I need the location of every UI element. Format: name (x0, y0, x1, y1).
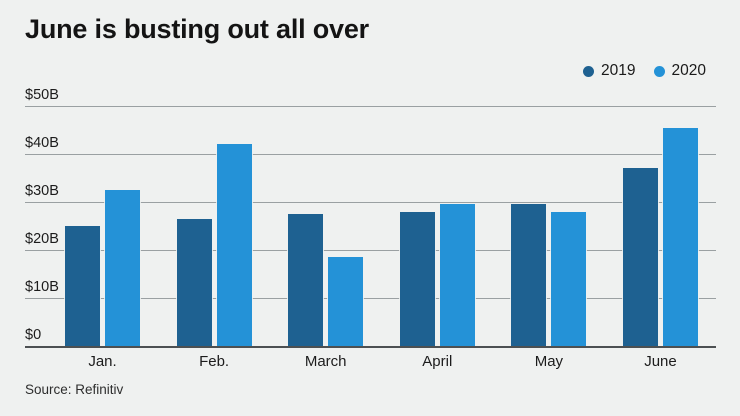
chart-title: June is busting out all over (25, 14, 369, 44)
legend-dot-2019 (583, 65, 595, 77)
bar-group-april: April (398, 106, 476, 370)
y-tick-label-50b: $50B (25, 87, 59, 103)
bar-group-march: March (287, 106, 365, 370)
bar-2020-feb (215, 143, 253, 347)
gridline-20b (25, 250, 716, 251)
legend-label-2019: 2019 (601, 62, 636, 79)
y-tick-label-30b: $30B (25, 183, 59, 199)
gridline-10b (25, 298, 716, 299)
y-tick-label-10b: $10B (25, 279, 59, 295)
bar-2020-march (327, 256, 365, 347)
legend-item-2020: 2020 (653, 62, 706, 80)
x-tick-label-april: April (422, 353, 453, 370)
x-tick-label-feb: Feb. (199, 353, 230, 370)
bar-2020-jan (104, 189, 141, 347)
gridline-40b (25, 154, 716, 155)
bar-groups: Jan. Feb. March April May June (64, 106, 699, 370)
source-note: Source: Refinitiv (25, 382, 124, 397)
gridline-50b (25, 106, 716, 107)
bar-2019-may (510, 203, 548, 347)
bar-2020-may (550, 210, 588, 348)
legend-dot-2020 (653, 65, 665, 77)
bar-2019-march (287, 213, 325, 347)
y-tick-label-0: $0 (25, 327, 42, 343)
bar-group-june: June (621, 106, 699, 370)
gridline-30b (25, 202, 716, 203)
bar-group-feb: Feb. (175, 106, 253, 370)
bar-2019-feb (175, 217, 213, 348)
y-tick-label-40b: $40B (25, 135, 59, 151)
bar-2019-june (621, 167, 659, 347)
x-tick-label-march: March (304, 353, 347, 370)
legend-item-2019: 2019 (583, 62, 636, 80)
legend: 2019 2020 (583, 62, 706, 80)
bar-group-jan: Jan. (64, 106, 141, 370)
bar-group-may: May (510, 106, 588, 370)
x-tick-label-june: June (644, 353, 677, 370)
bar-2020-june (661, 126, 699, 348)
x-tick-label-may: May (534, 353, 564, 370)
x-tick-label-jan: Jan. (88, 353, 117, 370)
bar-2020-april (438, 203, 476, 347)
y-tick-label-20b: $20B (25, 231, 59, 247)
bar-2019-april (398, 210, 436, 348)
legend-label-2020: 2020 (671, 62, 706, 79)
bar-2019-jan (64, 225, 101, 347)
x-axis-line (25, 346, 716, 348)
